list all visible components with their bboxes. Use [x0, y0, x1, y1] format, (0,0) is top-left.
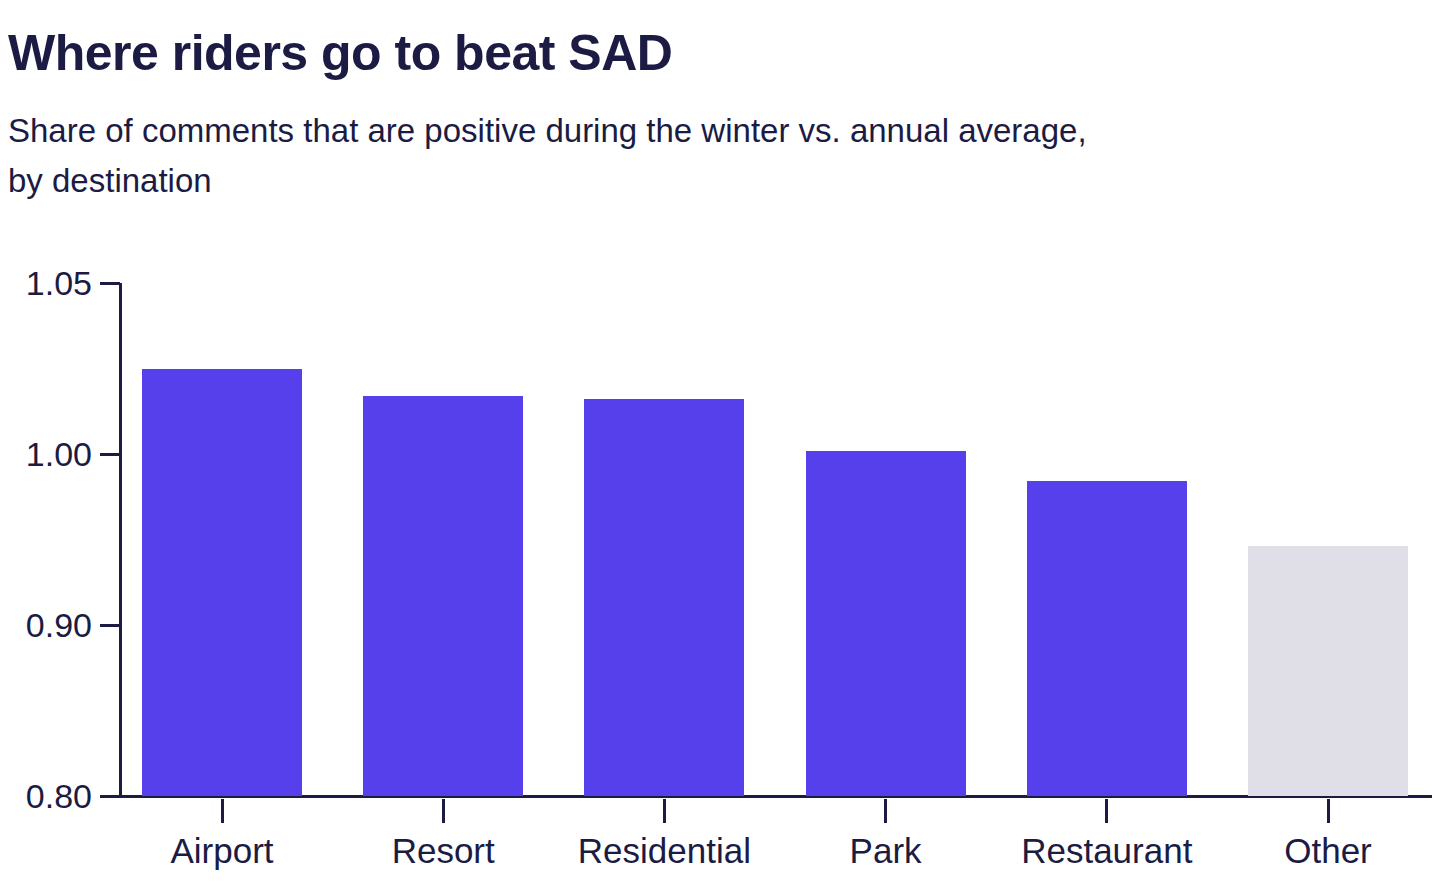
x-tick-label-residential: Residential — [544, 829, 784, 873]
plot-area: 1.05 1.00 0.90 0.80AirportResortResidential… — [0, 0, 1440, 882]
x-tick-label-resort: Resort — [323, 829, 563, 873]
x-tick-mark — [884, 799, 887, 823]
bar-chart: Where riders go to beat SAD Share of com… — [0, 0, 1440, 882]
x-tick-mark — [663, 799, 666, 823]
bar-other — [1248, 546, 1408, 796]
y-tick-mark — [100, 624, 120, 627]
x-tick-label-restaurant: Restaurant — [987, 829, 1227, 873]
bar-resort — [363, 396, 523, 796]
x-tick-label-park: Park — [766, 829, 1006, 873]
y-tick-label-1-05: 1.05 — [0, 262, 92, 304]
x-tick-label-other: Other — [1208, 829, 1440, 873]
x-tick-mark — [221, 799, 224, 823]
y-tick-label-1-00: 1.00 — [0, 433, 92, 475]
x-tick-mark — [1327, 799, 1330, 823]
y-tick-mark — [100, 282, 120, 285]
x-tick-label-airport: Airport — [102, 829, 342, 873]
bar-restaurant — [1027, 481, 1187, 796]
x-tick-mark — [442, 799, 445, 823]
y-tick-mark — [100, 453, 120, 456]
y-axis-line — [119, 283, 122, 796]
y-tick-label-0-90: 0.90 — [0, 604, 92, 646]
x-tick-mark — [1105, 799, 1108, 823]
y-tick-label-0-80: 0.80 — [0, 775, 92, 817]
bar-residential — [584, 399, 744, 796]
bar-airport — [142, 369, 302, 797]
bar-park — [806, 451, 966, 796]
